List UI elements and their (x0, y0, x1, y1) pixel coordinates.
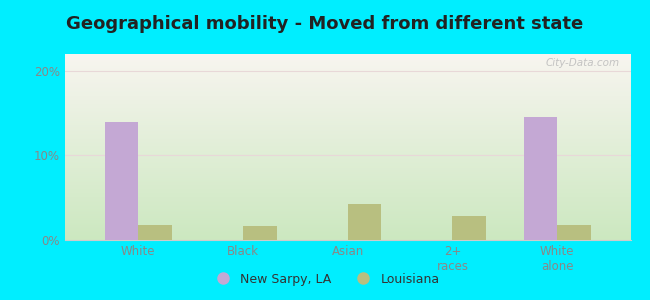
Bar (348, 205, 382, 240)
Bar (524, 117, 557, 240)
Bar (243, 226, 276, 240)
Bar (105, 122, 138, 240)
Bar (138, 225, 172, 240)
Bar (557, 225, 591, 240)
Legend: New Sarpy, LA, Louisiana: New Sarpy, LA, Louisiana (205, 268, 445, 291)
Bar (452, 216, 486, 240)
Text: City-Data.com: City-Data.com (545, 58, 619, 68)
Text: Geographical mobility - Moved from different state: Geographical mobility - Moved from diffe… (66, 15, 584, 33)
